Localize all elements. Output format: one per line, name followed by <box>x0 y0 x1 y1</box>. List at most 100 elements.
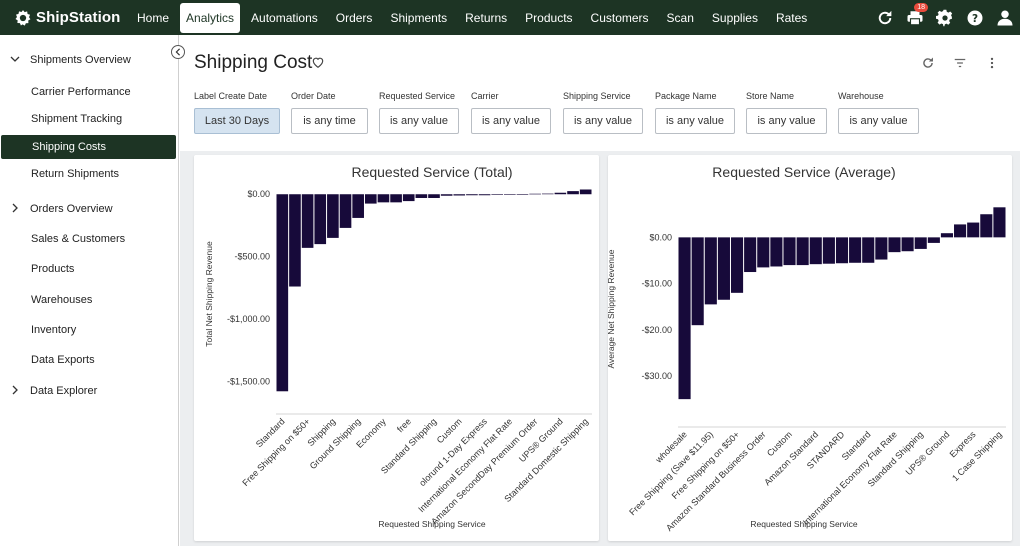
bar[interactable] <box>901 237 914 252</box>
bar[interactable] <box>314 194 327 245</box>
sidebar-item-warehouses[interactable]: Warehouses <box>0 288 179 312</box>
sidebar-item-shipments-overview[interactable]: Shipments Overview <box>0 48 179 72</box>
reload-icon[interactable] <box>912 53 944 73</box>
sidebar-item-carrier-performance[interactable]: Carrier Performance <box>0 80 179 104</box>
bar[interactable] <box>554 192 567 195</box>
printer-badge: 18 <box>914 3 928 12</box>
x-axis-title: Requested Shipping Service <box>750 519 858 529</box>
refresh-icon[interactable] <box>870 0 900 35</box>
bar[interactable] <box>352 194 364 218</box>
bar[interactable] <box>980 214 993 238</box>
bar[interactable] <box>888 237 901 253</box>
bar[interactable] <box>529 193 541 195</box>
sidebar-item-return-shipments[interactable]: Return Shipments <box>0 162 179 186</box>
bar[interactable] <box>415 194 428 198</box>
gear-icon[interactable] <box>930 0 960 35</box>
bar[interactable] <box>914 237 927 249</box>
sidebar-item-products[interactable]: Products <box>0 257 179 281</box>
filter-label: Store Name <box>746 91 795 101</box>
bar[interactable] <box>579 189 592 195</box>
bar[interactable] <box>927 237 940 243</box>
sidebar-item-sales-customers[interactable]: Sales & Customers <box>0 227 179 251</box>
bar[interactable] <box>541 193 554 195</box>
filter-icon[interactable] <box>944 53 976 73</box>
bar[interactable] <box>466 194 478 196</box>
bar[interactable] <box>744 237 757 273</box>
bar[interactable] <box>276 194 289 392</box>
filter-label: Warehouse <box>838 91 884 101</box>
printer-icon[interactable]: 18 <box>900 0 930 35</box>
collapse-sidebar-button[interactable] <box>171 45 185 59</box>
nav-item-products[interactable]: Products <box>525 10 573 25</box>
bar[interactable] <box>967 222 980 238</box>
filter-value-button[interactable]: is any value <box>563 108 643 134</box>
sidebar-item-data-exports[interactable]: Data Exports <box>0 348 179 372</box>
sidebar-item-data-explorer[interactable]: Data Explorer <box>0 379 179 403</box>
bar[interactable] <box>809 237 822 265</box>
filter-value-button[interactable]: is any value <box>655 108 735 134</box>
bar[interactable] <box>390 194 402 203</box>
bar[interactable] <box>364 194 377 204</box>
nav-item-rates[interactable]: Rates <box>775 10 808 25</box>
bar[interactable] <box>440 194 453 196</box>
brand[interactable]: ShipStation <box>0 0 128 35</box>
nav-items: Home Analytics Automations Orders Shipments R… <box>128 0 816 35</box>
help-icon[interactable]: ? <box>960 0 990 35</box>
filter-value-button[interactable]: is any value <box>746 108 827 134</box>
bar[interactable] <box>478 194 491 196</box>
bar[interactable] <box>339 194 352 228</box>
chart-card-average: Requested Service (Average) $0.00 -$10.00 -… <box>608 155 1012 541</box>
sidebar-item-shipment-tracking[interactable]: Shipment Tracking <box>0 107 179 131</box>
nav-item-supplies[interactable]: Supplies <box>711 10 758 25</box>
bar[interactable] <box>757 237 770 268</box>
bar[interactable] <box>875 237 888 260</box>
bar[interactable] <box>516 194 529 195</box>
bar[interactable] <box>567 191 579 195</box>
nav-item-orders[interactable]: Orders <box>335 10 373 25</box>
bar[interactable] <box>770 237 783 267</box>
bar[interactable] <box>822 237 835 264</box>
sidebar-item-inventory[interactable]: Inventory <box>0 318 179 342</box>
filter-value-button[interactable]: Last 30 Days <box>194 108 280 134</box>
filter-value-button[interactable]: is any time <box>291 108 368 134</box>
bar[interactable] <box>491 194 504 195</box>
bar[interactable] <box>428 194 440 198</box>
bar[interactable] <box>954 224 967 238</box>
filter-value-button[interactable]: is any value <box>838 108 919 134</box>
nav-item-analytics[interactable]: Analytics <box>180 2 241 33</box>
bar[interactable] <box>678 237 691 400</box>
bar[interactable] <box>453 194 466 196</box>
bar[interactable] <box>377 194 390 203</box>
bar[interactable] <box>993 207 1006 238</box>
filter-value-button[interactable]: is any value <box>379 108 459 134</box>
bar[interactable] <box>327 194 339 238</box>
bar[interactable] <box>730 237 744 293</box>
filter-value-button[interactable]: is any value <box>471 108 551 134</box>
bar[interactable] <box>940 233 954 238</box>
bar[interactable] <box>717 237 730 300</box>
bar[interactable] <box>504 194 516 195</box>
chevron-left-icon <box>175 48 181 56</box>
sidebar: Shipments Overview Carrier Performance S… <box>0 35 179 546</box>
nav-item-home[interactable]: Home <box>137 10 170 25</box>
bar[interactable] <box>704 237 717 305</box>
nav-item-customers[interactable]: Customers <box>590 10 649 25</box>
sidebar-item-orders-overview[interactable]: Orders Overview <box>0 197 179 221</box>
heart-icon[interactable] <box>311 55 325 69</box>
nav-item-automations[interactable]: Automations <box>251 10 318 25</box>
bar[interactable] <box>862 237 875 263</box>
bar[interactable] <box>849 237 862 263</box>
bar[interactable] <box>289 194 301 287</box>
user-icon[interactable] <box>990 0 1020 35</box>
nav-item-scan[interactable]: Scan <box>666 10 694 25</box>
more-vert-icon[interactable] <box>976 53 1008 73</box>
bar[interactable] <box>783 237 796 266</box>
bar[interactable] <box>835 237 849 264</box>
nav-item-returns[interactable]: Returns <box>465 10 508 25</box>
nav-item-shipments[interactable]: Shipments <box>390 10 448 25</box>
sidebar-item-shipping-costs[interactable]: Shipping Costs <box>1 135 176 159</box>
bar[interactable] <box>402 194 415 202</box>
bar[interactable] <box>796 237 809 266</box>
bar[interactable] <box>301 194 314 248</box>
bar[interactable] <box>691 237 704 326</box>
